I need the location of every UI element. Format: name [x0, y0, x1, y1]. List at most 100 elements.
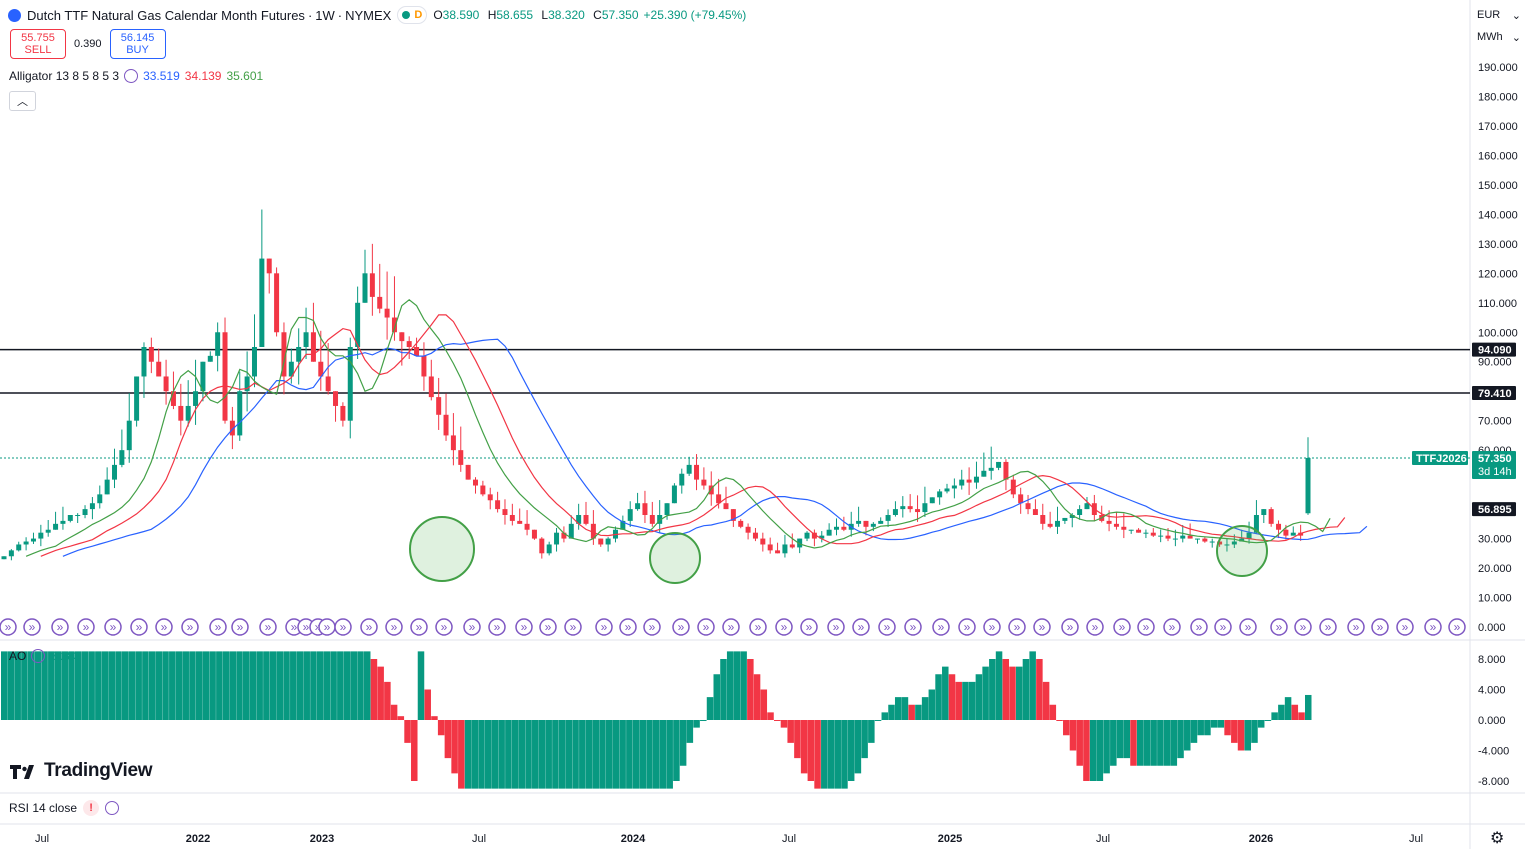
candle — [996, 461, 1002, 468]
ao-bar — [363, 651, 371, 720]
candle — [863, 520, 869, 527]
ao-bar — [1163, 720, 1171, 766]
ao-bar — [693, 720, 700, 728]
y-tick-label: 40.000 — [1478, 504, 1512, 516]
sell-button[interactable]: 55.755 SELL — [10, 29, 66, 59]
fractal-marker-icon — [318, 618, 336, 636]
ao-bar — [1284, 697, 1292, 720]
ao-bar — [229, 651, 237, 720]
alligator-legend[interactable]: Alligator 13 8 5 8 5 3 33.519 34.139 35.… — [9, 69, 263, 83]
candle — [752, 532, 758, 539]
ao-bar — [605, 720, 613, 789]
candle — [1298, 532, 1304, 536]
candle — [767, 544, 773, 551]
candle — [819, 535, 825, 539]
candle — [112, 464, 118, 480]
ao-bar — [968, 681, 976, 720]
candle — [1062, 517, 1068, 521]
candle — [465, 464, 471, 480]
ao-bar — [800, 720, 808, 774]
candle — [797, 538, 803, 548]
fractal-arrow: » — [1454, 620, 1461, 634]
tradingview-logo[interactable]: TradingView — [10, 760, 153, 782]
trade-panel: 55.755 SELL 0.390 56.145 BUY — [10, 29, 166, 59]
candle — [546, 544, 552, 554]
ao-legend[interactable]: AO 3.283 — [9, 649, 80, 663]
refresh-icon[interactable] — [105, 801, 120, 815]
fractal-marker-icon — [983, 618, 1001, 636]
ao-bar — [1217, 720, 1225, 728]
warning-icon[interactable]: ! — [83, 800, 100, 816]
candle — [804, 532, 810, 539]
candle — [642, 503, 648, 515]
y-tick-label: 120.000 — [1478, 268, 1518, 280]
ao-bar — [397, 716, 405, 720]
ao-bar — [1103, 720, 1110, 774]
fractal-arrow: » — [136, 620, 143, 634]
fractal-arrow: » — [5, 620, 12, 634]
fractal-arrow: » — [1039, 620, 1046, 634]
refresh-icon[interactable] — [124, 69, 139, 83]
candle — [296, 347, 302, 362]
ao-bar — [834, 720, 841, 789]
ao-bar — [1231, 720, 1238, 743]
interval-label[interactable]: 1W — [315, 7, 335, 23]
circle-annotation[interactable] — [1216, 525, 1268, 577]
gear-icon[interactable]: ⚙ — [1490, 830, 1505, 847]
unit-selector[interactable]: MWh ⌄ — [1477, 31, 1521, 44]
ao-bar — [854, 720, 862, 774]
fractal-arrow: » — [83, 620, 90, 634]
ao-bar — [471, 720, 479, 789]
symbol-title[interactable]: Dutch TTF Natural Gas Calendar Month Fut… — [27, 7, 305, 23]
ao-bar — [760, 689, 768, 720]
fractal-marker-icon — [1448, 618, 1466, 636]
fractal-arrow: » — [237, 620, 244, 634]
ao-bar — [894, 697, 902, 720]
candle — [178, 405, 184, 421]
ao-bar — [404, 720, 411, 743]
candle — [598, 538, 604, 545]
candle — [163, 376, 169, 392]
candle — [60, 520, 66, 524]
ao-bar — [1136, 720, 1144, 766]
fractal-marker-icon — [1270, 618, 1288, 636]
ao-bar — [552, 720, 559, 789]
market-open-icon — [402, 11, 411, 19]
fractal-marker-icon — [0, 618, 17, 636]
candle — [1202, 538, 1208, 542]
rsi-legend[interactable]: RSI 14 close ! — [9, 800, 120, 816]
candle — [1180, 535, 1186, 539]
currency-selector[interactable]: EUR ⌄ — [1477, 9, 1521, 22]
circle-annotation[interactable] — [649, 532, 701, 584]
fractal-marker-icon — [1061, 618, 1079, 636]
candle — [156, 361, 162, 377]
ao-value: 3.283 — [50, 649, 81, 663]
ao-bar — [726, 651, 734, 720]
candle — [708, 485, 714, 495]
ao-bar — [787, 720, 794, 743]
market-status-pill[interactable]: D — [397, 6, 428, 24]
fractal-arrow: » — [1196, 620, 1203, 634]
buy-button[interactable]: 56.145 BUY — [109, 29, 166, 59]
fractal-marker-icon — [619, 618, 637, 636]
fractal-arrow: » — [441, 620, 448, 634]
circle-annotation[interactable] — [409, 516, 475, 582]
refresh-icon[interactable] — [31, 649, 46, 663]
ao-bar — [565, 720, 573, 789]
fractal-marker-icon — [130, 618, 148, 636]
candle — [973, 476, 979, 483]
candle — [649, 515, 655, 524]
candle — [568, 523, 574, 539]
candle — [318, 361, 324, 377]
fractal-arrow: » — [1402, 620, 1409, 634]
ao-bar — [162, 651, 169, 720]
candle — [126, 420, 132, 451]
collapse-legend-button[interactable]: ︿ — [9, 91, 36, 111]
fractal-marker-icon — [1371, 618, 1389, 636]
ao-bar — [962, 681, 969, 720]
ao-bar — [653, 720, 660, 789]
ao-bar — [1291, 704, 1299, 720]
ao-bar — [1197, 720, 1204, 736]
fractal-arrow: » — [324, 620, 331, 634]
